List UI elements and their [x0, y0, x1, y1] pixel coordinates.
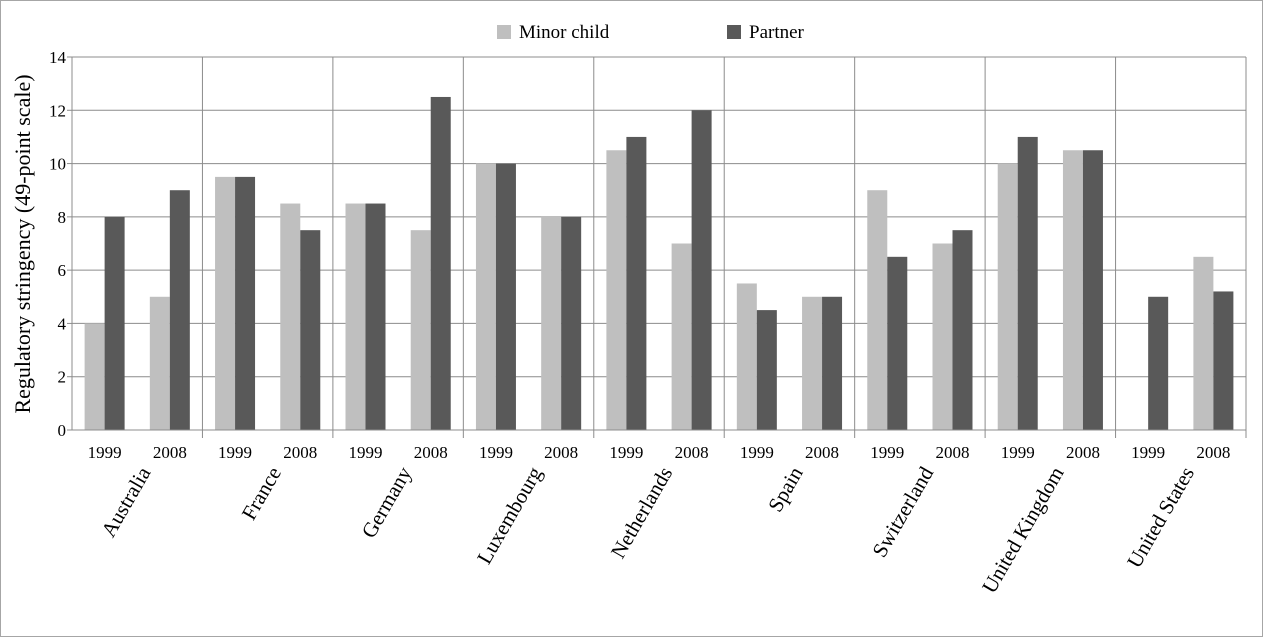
country-label: Australia: [96, 462, 156, 541]
bar-minor-child: [149, 296, 170, 430]
bar-partner: [626, 136, 647, 430]
year-label: 1999: [609, 443, 643, 462]
y-tick-label: 2: [58, 368, 67, 387]
y-tick-label: 10: [49, 155, 66, 174]
bar-minor-child: [475, 163, 496, 431]
bar-partner: [561, 216, 582, 430]
country-label: Germany: [357, 462, 417, 542]
bar-minor-child: [541, 216, 562, 430]
bar-minor-child: [1193, 256, 1214, 430]
legend-swatch: [497, 25, 511, 39]
bar-partner: [1017, 136, 1038, 430]
bar-partner: [235, 176, 256, 430]
axes: [67, 56, 1246, 431]
country-label: United States: [1122, 463, 1199, 572]
bar-minor-child: [736, 283, 757, 430]
bar-minor-child: [280, 203, 301, 430]
y-axis-title: Regulatory stringency (49-point scale): [10, 74, 35, 413]
year-label: 1999: [740, 443, 774, 462]
bar-partner: [952, 230, 973, 430]
bar-minor-child: [1062, 150, 1083, 430]
bar-minor-child: [671, 243, 692, 430]
bar-minor-child: [215, 176, 236, 430]
country-label: Switzerland: [867, 462, 938, 561]
year-label: 2008: [153, 443, 187, 462]
bar-partner: [300, 230, 321, 430]
y-tick-label: 14: [49, 48, 67, 67]
country-label: Luxembourg: [472, 462, 547, 568]
bars: [84, 96, 1234, 431]
bar-partner: [365, 203, 386, 430]
bar-partner: [1082, 150, 1103, 430]
year-label: 1999: [479, 443, 513, 462]
y-tick-label: 8: [58, 208, 67, 227]
legend-swatch: [727, 25, 741, 39]
country-label: France: [237, 463, 286, 524]
year-label: 1999: [349, 443, 383, 462]
year-label: 2008: [675, 443, 709, 462]
bar-partner: [495, 163, 516, 431]
y-tick-label: 12: [49, 101, 66, 120]
year-label: 1999: [88, 443, 122, 462]
bar-minor-child: [932, 243, 953, 430]
bar-partner: [1213, 291, 1234, 430]
bar-minor-child: [867, 190, 888, 430]
year-label: 2008: [1196, 443, 1230, 462]
year-label: 1999: [1001, 443, 1035, 462]
bar-partner: [169, 190, 190, 430]
bar-minor-child: [84, 323, 105, 430]
bar-partner: [887, 256, 908, 430]
bar-minor-child: [802, 296, 823, 430]
year-label: 1999: [870, 443, 904, 462]
year-label: 1999: [1131, 443, 1165, 462]
year-label: 2008: [936, 443, 970, 462]
bar-partner: [1148, 296, 1169, 430]
year-label: 2008: [544, 443, 578, 462]
year-label: 1999: [218, 443, 252, 462]
year-label: 2008: [283, 443, 317, 462]
year-label: 2008: [1066, 443, 1100, 462]
year-label: 2008: [805, 443, 839, 462]
legend-label: Partner: [749, 22, 805, 43]
bar-minor-child: [410, 230, 431, 430]
bar-partner: [822, 296, 843, 430]
legend: Minor child Partner: [497, 22, 805, 43]
bar-minor-child: [606, 150, 627, 430]
legend-label: Minor child: [519, 22, 610, 43]
bar-partner: [104, 216, 125, 430]
bar-partner: [430, 96, 451, 430]
bar-minor-child: [997, 163, 1018, 431]
bar-minor-child: [345, 203, 366, 430]
y-tick-label: 6: [58, 261, 67, 280]
y-tick-label: 4: [58, 314, 67, 333]
country-label: Spain: [763, 462, 808, 516]
country-label: United Kingdom: [977, 463, 1069, 598]
country-label: Netherlands: [606, 463, 678, 563]
bar-partner: [756, 310, 777, 430]
year-label: 2008: [414, 443, 448, 462]
y-tick-label: 0: [58, 421, 67, 440]
bar-partner: [691, 110, 712, 431]
